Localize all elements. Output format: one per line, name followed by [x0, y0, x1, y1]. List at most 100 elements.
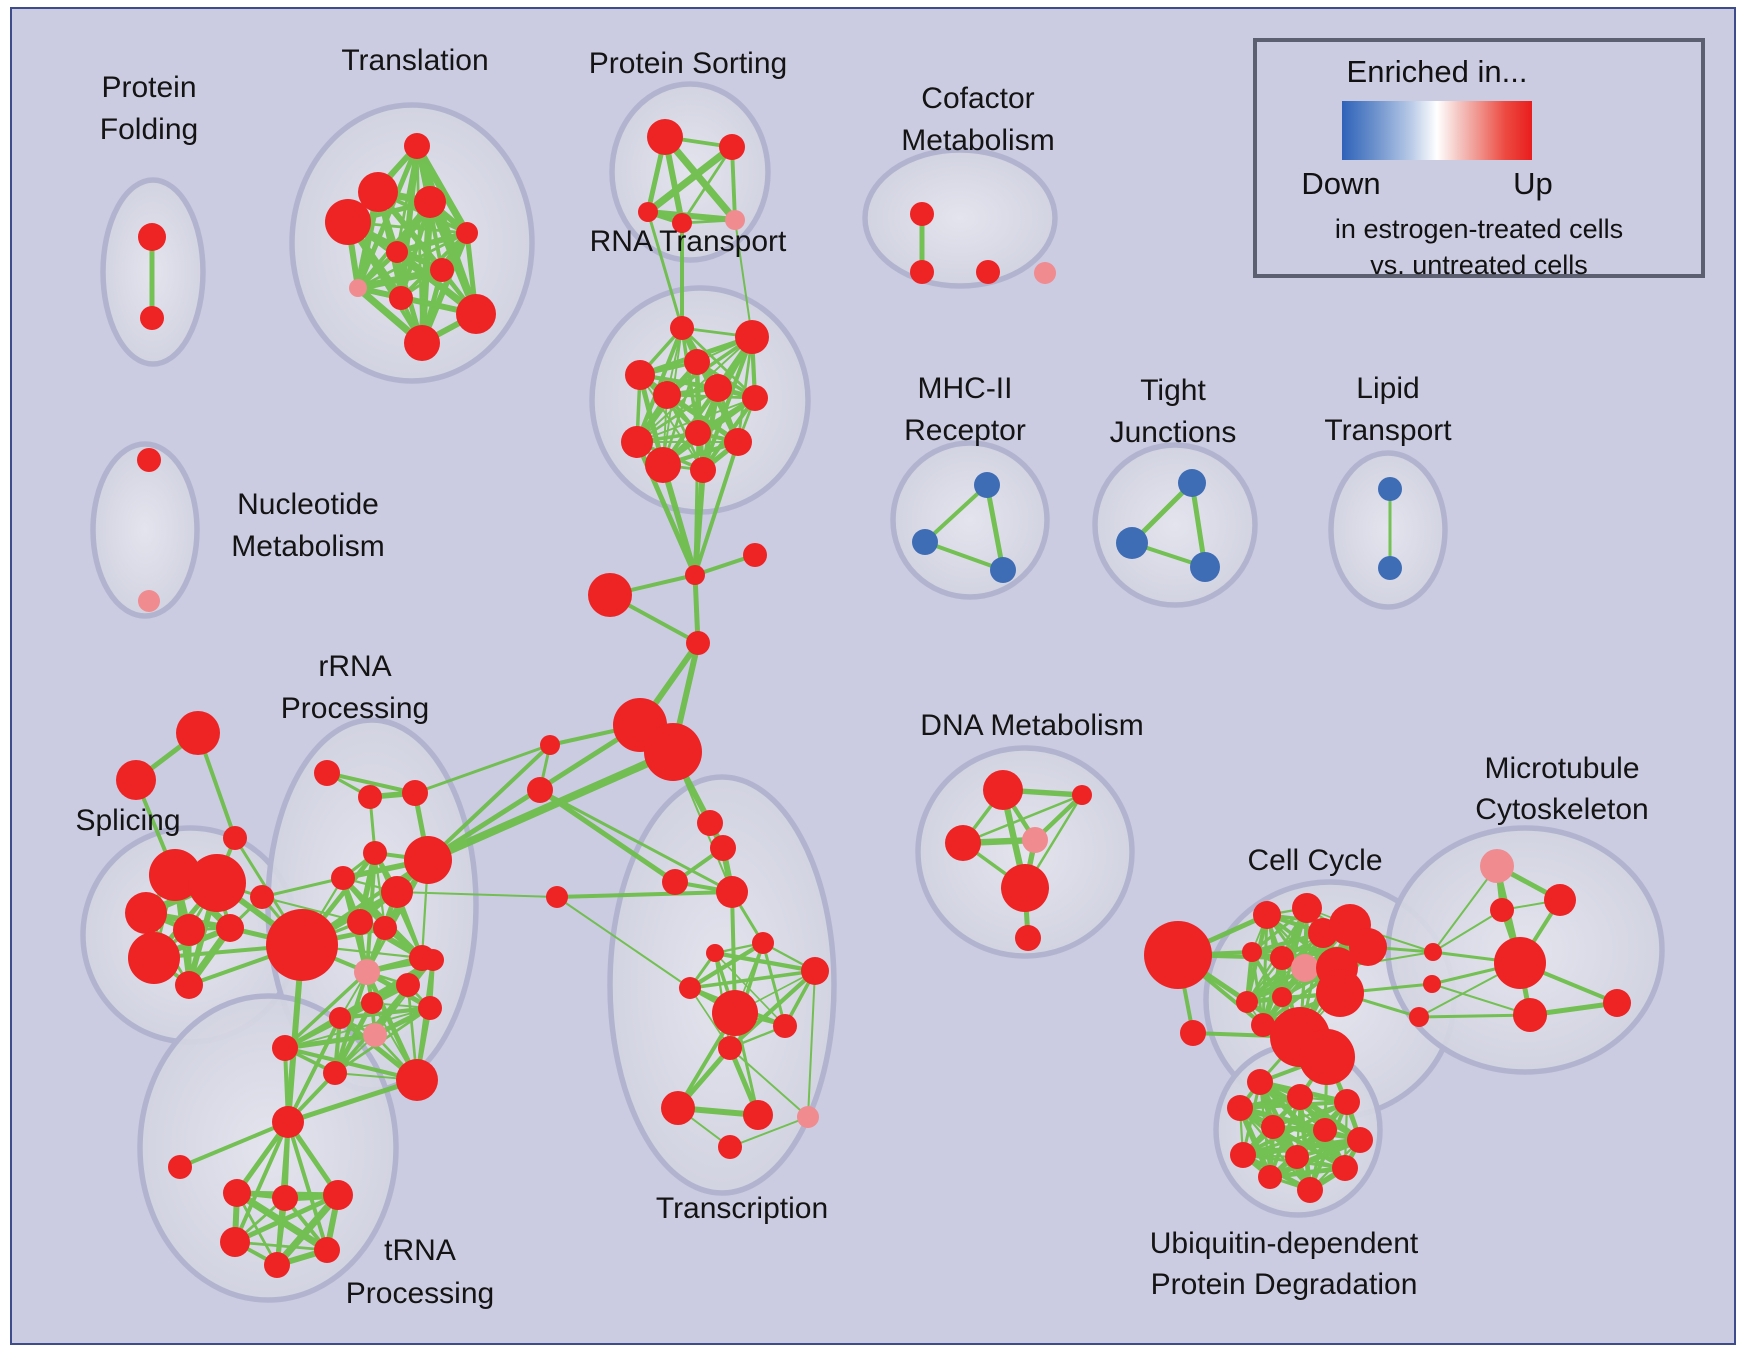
node-sp7: [546, 886, 568, 908]
edge: [178, 1120, 290, 1169]
node-rt3: [625, 360, 655, 390]
edge: [693, 431, 700, 577]
node-rr19: [323, 1061, 347, 1085]
cluster-label-cofactor-metabolism: Cofactor: [921, 82, 1034, 115]
cluster-label-nucleotide-metabolism: Metabolism: [231, 530, 384, 563]
node-pf1: [138, 223, 166, 251]
edge: [233, 1240, 329, 1252]
node-pf2: [140, 306, 164, 330]
node-cf4: [1034, 262, 1056, 284]
edge: [1432, 865, 1498, 953]
node-rr14: [361, 992, 383, 1014]
node-cc8: [1291, 954, 1319, 982]
node-tc6: [752, 932, 774, 954]
node-tr2: [358, 172, 398, 212]
node-tj2: [1116, 527, 1148, 559]
cluster-label-tight-junctions: Junctions: [1110, 416, 1237, 449]
node-tc8: [712, 990, 758, 1036]
node-hub0: [266, 909, 338, 981]
node-sl2: [188, 854, 246, 912]
cluster-label-rrna-processing: rRNA: [318, 650, 391, 683]
edge: [394, 230, 470, 255]
edge: [556, 896, 691, 989]
node-ub9: [1285, 1145, 1309, 1169]
edge: [282, 1045, 420, 1083]
cluster-label-nucleotide-metabolism: Nucleotide: [237, 488, 379, 521]
node-ub10: [1332, 1155, 1358, 1181]
node-cc1: [1253, 901, 1281, 929]
legend-title: Enriched in...: [1346, 54, 1528, 89]
cluster-ellipse-mhc-ii-receptor: [890, 440, 1050, 600]
cluster-label-protein-folding: Protein: [101, 71, 196, 104]
node-ps3: [638, 202, 658, 222]
node-tn2: [272, 1185, 298, 1211]
node-rt1: [670, 316, 694, 340]
node-rt8: [685, 420, 711, 446]
node-ps4: [672, 213, 692, 233]
edge: [537, 787, 678, 885]
node-ps1: [647, 119, 683, 155]
node-sp6: [527, 777, 553, 803]
node-rt4: [684, 349, 710, 375]
node-rr2: [358, 785, 382, 809]
edge: [325, 771, 417, 795]
edge: [1267, 1137, 1363, 1180]
node-cc13: [1251, 1013, 1275, 1037]
edge: [1417, 1013, 1532, 1019]
node-lt1: [1378, 477, 1402, 501]
node-tr6: [386, 241, 408, 263]
node-sl1: [149, 849, 201, 901]
node-tc11: [718, 1036, 742, 1060]
node-mc5: [1513, 998, 1547, 1032]
edge: [636, 397, 756, 443]
cluster-label-dna-metabolism: DNA Metabolism: [920, 709, 1143, 742]
node-sl7: [175, 971, 203, 999]
edge: [984, 482, 1006, 573]
node-rr17: [363, 1023, 387, 1047]
edge: [736, 335, 754, 444]
cluster-label-lipid-transport: Lipid: [1356, 372, 1419, 405]
node-tn1: [223, 1179, 251, 1207]
edge: [1431, 983, 1531, 1016]
node-tc15: [718, 1135, 742, 1159]
cluster-label-microtubule-cytoskeleton: Cytoskeleton: [1475, 793, 1648, 826]
cluster-label-tight-junctions: Tight: [1140, 374, 1206, 407]
edge: [680, 326, 757, 400]
node-br1: [1424, 943, 1442, 961]
node-rr3: [402, 780, 428, 806]
node-sp4: [686, 631, 710, 655]
node-dm5: [1001, 864, 1049, 912]
edge: [661, 133, 739, 224]
node-cf1: [910, 202, 934, 226]
node-ub6: [1313, 1118, 1337, 1142]
node-ps5: [725, 210, 745, 230]
legend-note-line2: vs. untreated cells: [1370, 250, 1588, 280]
edge: [680, 145, 734, 225]
node-rr4: [363, 841, 387, 865]
node-rt5: [704, 374, 732, 402]
legend-note-line1: in estrogen-treated cells: [1334, 214, 1624, 244]
node-lt2: [1378, 556, 1402, 580]
edge: [734, 219, 753, 338]
edge: [538, 788, 734, 894]
node-rt2: [735, 320, 769, 354]
node-dm3: [1022, 827, 1048, 853]
node-ccp2: [1299, 1029, 1355, 1085]
cluster-label-ubiquitin-degradation: Ubiquitin-dependent: [1150, 1227, 1419, 1260]
node-sl3: [125, 892, 167, 934]
cluster-label-ubiquitin-degradation: Protein Degradation: [1151, 1268, 1418, 1301]
edge: [687, 940, 766, 991]
node-mh1: [974, 472, 1000, 498]
node-tc12: [661, 1091, 695, 1125]
cluster-label-trna-processing: tRNA: [384, 1234, 456, 1267]
legend-gradient-bar: [1342, 101, 1532, 160]
edge: [413, 743, 552, 795]
node-hub2: [644, 723, 702, 781]
edge: [1432, 909, 1503, 953]
node-sl4: [173, 914, 205, 946]
node-nm2: [138, 590, 160, 612]
cluster-label-lipid-transport: Transport: [1324, 414, 1452, 447]
node-ub3: [1227, 1095, 1253, 1121]
